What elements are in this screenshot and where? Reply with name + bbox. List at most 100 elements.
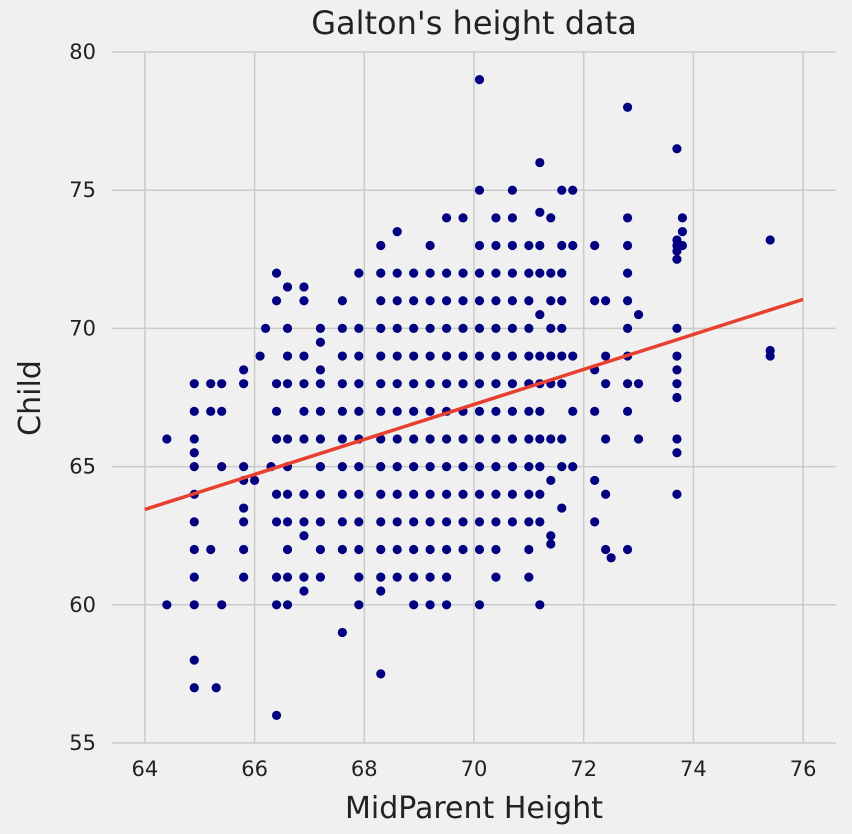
data-point [425, 379, 435, 389]
data-point [282, 379, 293, 389]
data-point [392, 268, 402, 278]
data-point [474, 296, 485, 306]
data-point [524, 351, 534, 361]
data-point [315, 489, 326, 499]
data-point [491, 544, 501, 555]
data-point [601, 351, 611, 361]
data-point [337, 544, 347, 555]
data-point [337, 627, 347, 638]
x-tick-label: 72 [570, 757, 597, 781]
data-point [299, 434, 309, 444]
data-point [392, 489, 402, 499]
data-point [557, 462, 567, 472]
data-point [524, 296, 534, 306]
data-point [677, 213, 688, 223]
data-point [376, 240, 386, 251]
data-point [315, 572, 326, 582]
data-point [315, 462, 326, 472]
data-point [568, 185, 578, 195]
data-point [535, 600, 545, 610]
chart-title: Galton's height data [311, 4, 637, 42]
tick-labels: 64 66 68 70 72 74 76 55 60 65 70 75 80 [69, 40, 816, 781]
data-point [622, 102, 633, 112]
data-point [474, 489, 485, 499]
data-point [546, 351, 556, 361]
data-point [458, 268, 468, 278]
data-point [376, 544, 386, 555]
data-point [425, 600, 435, 610]
data-point [315, 337, 326, 347]
data-point [535, 462, 545, 472]
data-point [546, 296, 556, 306]
data-point [392, 296, 402, 306]
data-point [255, 351, 265, 361]
data-point [568, 351, 578, 361]
data-point [458, 517, 468, 527]
data-point [282, 572, 293, 582]
data-point [239, 572, 249, 582]
x-tick-label: 74 [680, 757, 707, 781]
data-point [315, 544, 326, 555]
data-point [524, 544, 534, 555]
data-point [337, 517, 347, 527]
data-point [441, 351, 452, 361]
data-point [633, 434, 644, 444]
data-point [535, 489, 545, 499]
data-point [524, 434, 534, 444]
data-point [189, 462, 199, 472]
data-point [425, 351, 435, 361]
data-point [590, 517, 600, 527]
data-point [260, 323, 271, 333]
data-point [568, 240, 578, 251]
y-tick-label: 65 [69, 455, 96, 479]
data-point [546, 268, 556, 278]
data-point [474, 268, 485, 278]
data-point [568, 406, 578, 416]
data-point [535, 309, 545, 320]
data-point [546, 213, 556, 223]
data-point [299, 282, 309, 292]
data-point [557, 434, 567, 444]
data-point [601, 296, 611, 306]
data-point [337, 406, 347, 416]
y-tick-label: 70 [69, 316, 96, 340]
data-point [507, 462, 517, 472]
data-point [239, 517, 249, 527]
data-point [524, 517, 534, 527]
data-point [354, 462, 364, 472]
data-point [474, 240, 485, 251]
data-point [409, 572, 419, 582]
data-point [376, 572, 386, 582]
data-point [354, 544, 364, 555]
data-point [557, 379, 567, 389]
data-point [282, 489, 293, 499]
data-point [458, 323, 468, 333]
data-point [189, 448, 199, 458]
data-point [376, 268, 386, 278]
data-point [409, 517, 419, 527]
data-point [425, 517, 435, 527]
data-point [491, 379, 501, 389]
data-point [315, 323, 326, 333]
data-point [376, 669, 386, 679]
x-axis-label: MidParent Height [345, 791, 603, 826]
data-point [376, 323, 386, 333]
data-point [458, 296, 468, 306]
data-point [474, 462, 485, 472]
data-point [507, 268, 517, 278]
data-point [672, 351, 682, 361]
data-point [672, 448, 682, 458]
data-point [524, 240, 534, 251]
data-point [271, 379, 282, 389]
data-point [590, 475, 600, 486]
data-point [299, 296, 309, 306]
x-tick-label: 64 [132, 757, 159, 781]
data-point [409, 489, 419, 499]
x-tick-label: 68 [351, 757, 378, 781]
data-point [672, 144, 682, 154]
data-point [282, 282, 293, 292]
data-point [474, 434, 485, 444]
data-point [271, 406, 282, 416]
data-point [299, 351, 309, 361]
data-point [535, 351, 545, 361]
